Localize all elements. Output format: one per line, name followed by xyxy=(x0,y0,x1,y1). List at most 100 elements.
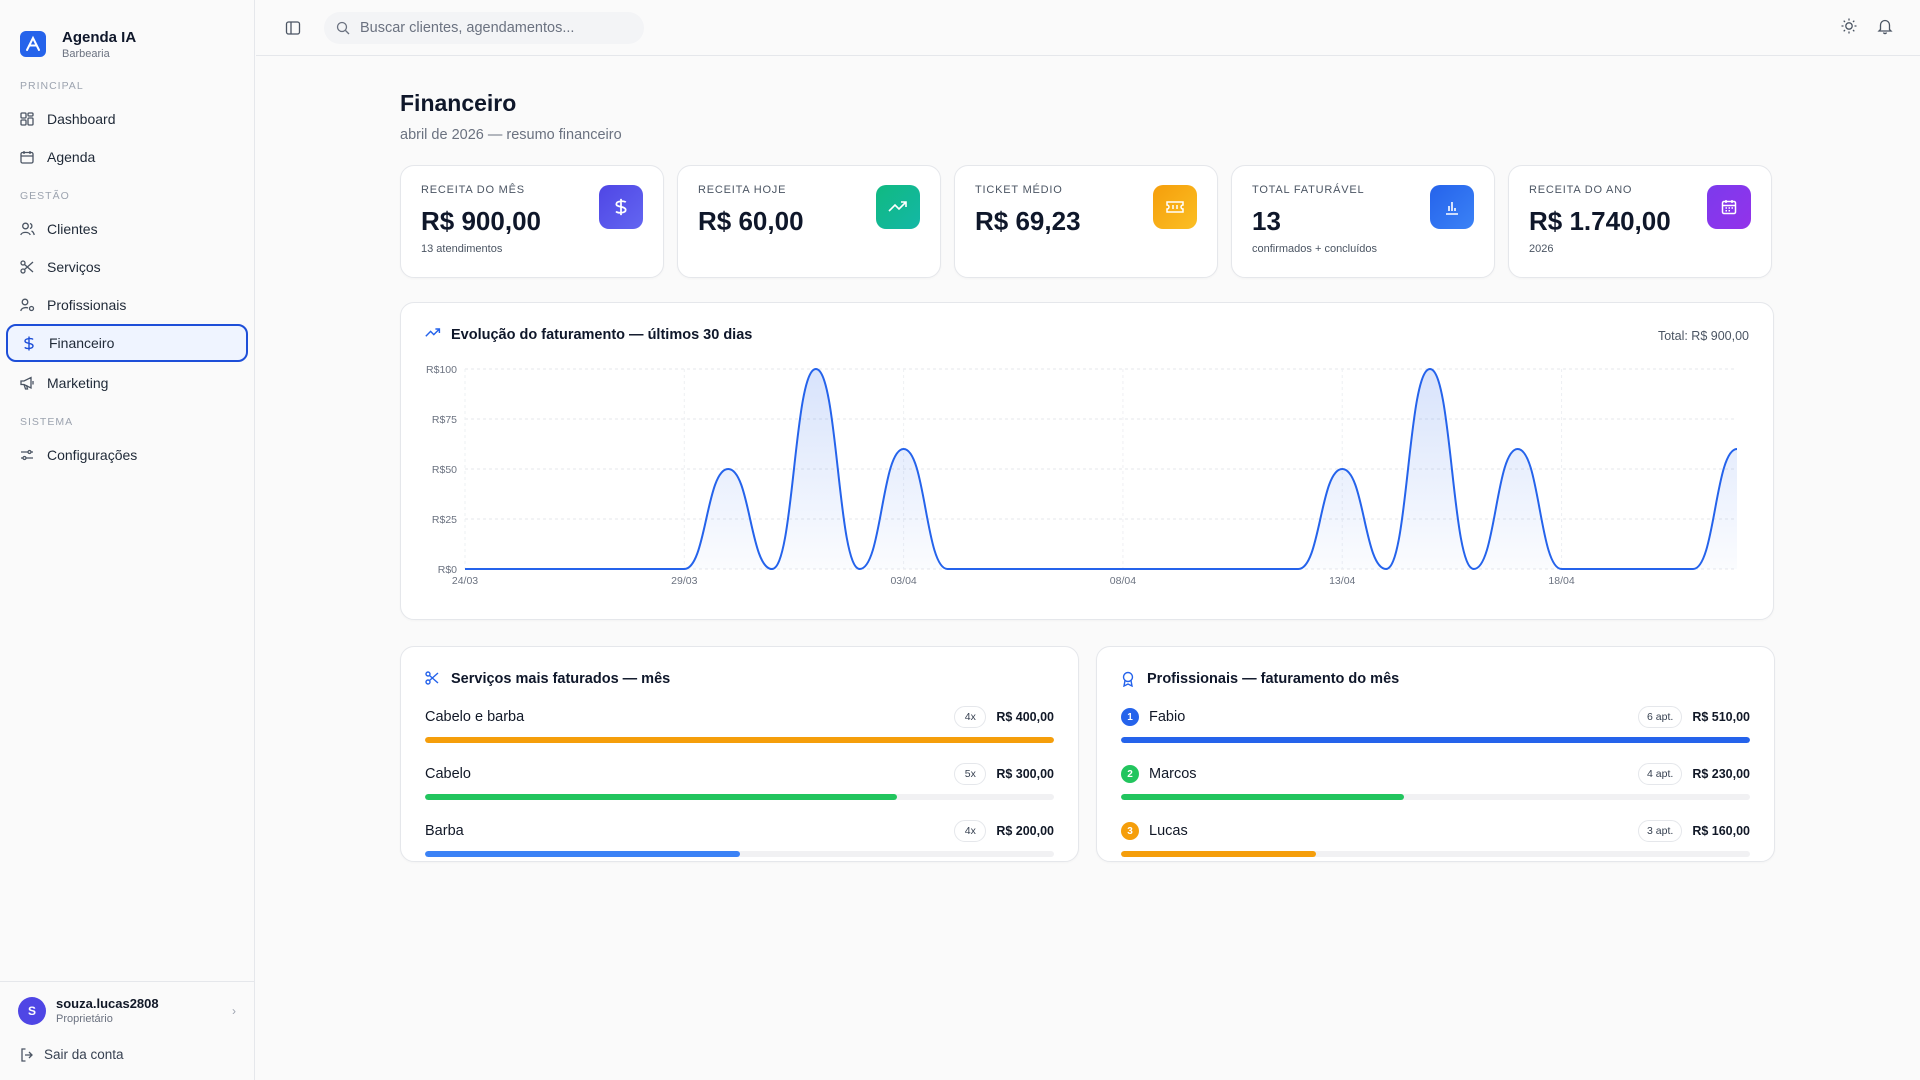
grid-icon xyxy=(19,111,35,127)
y-tick-label: R$100 xyxy=(426,364,457,376)
bell-icon[interactable] xyxy=(1876,17,1894,35)
sidebar-item-label: Marketing xyxy=(47,375,109,391)
stat-label: TICKET MÉDIO xyxy=(975,184,1063,196)
rank-badge: 2 xyxy=(1121,765,1139,783)
sidebar: Agenda IA Barbearia PRINCIPAL Dashboard … xyxy=(0,0,255,1080)
sidebar-item-label: Clientes xyxy=(47,221,98,237)
section-label-sistema: SISTEMA xyxy=(20,416,74,428)
award-icon xyxy=(1121,671,1137,688)
progress-fill xyxy=(1121,794,1405,800)
brand-subtitle: Barbearia xyxy=(62,47,110,60)
section-label-principal: PRINCIPAL xyxy=(20,80,84,92)
services-title: Serviços mais faturados — mês xyxy=(451,671,671,687)
stat-card-receita-mes: RECEITA DO MÊS R$ 900,00 13 atendimentos xyxy=(400,165,664,278)
top-services-card: Serviços mais faturados — mês Cabelo e b… xyxy=(400,646,1079,862)
progress-track xyxy=(1121,851,1750,857)
stat-value: R$ 60,00 xyxy=(698,206,804,236)
progress-track xyxy=(425,794,1054,800)
stat-card-receita-hoje: RECEITA HOJE R$ 60,00 xyxy=(677,165,941,278)
page-title: Financeiro xyxy=(400,90,517,116)
calendar-icon xyxy=(1707,185,1751,229)
x-tick-label: 24/03 xyxy=(452,575,478,587)
top-professionals-card: Profissionais — faturamento do mês 1 Fabi… xyxy=(1096,646,1775,862)
panel-left-icon xyxy=(285,20,301,35)
dollar-icon xyxy=(21,335,37,351)
search-bar[interactable] xyxy=(324,11,644,44)
series-area xyxy=(465,369,1737,569)
progress-fill xyxy=(1121,851,1316,857)
item-name: Cabelo xyxy=(425,766,471,782)
sidebar-item-profissionais[interactable]: Profissionais xyxy=(6,286,248,324)
stat-note: 13 atendimentos xyxy=(421,243,503,255)
users-icon xyxy=(19,221,35,237)
scissors-icon xyxy=(425,671,441,687)
stat-label: RECEITA DO ANO xyxy=(1529,184,1633,196)
progress-track xyxy=(1121,737,1750,743)
sidebar-item-dashboard[interactable]: Dashboard xyxy=(6,100,248,138)
stat-value: 13 xyxy=(1252,206,1281,236)
section-label-gestao: GESTÃO xyxy=(20,190,70,202)
scissors-icon xyxy=(19,259,35,275)
user-role: Proprietário xyxy=(56,1013,113,1025)
progress-track xyxy=(425,851,1054,857)
series-line xyxy=(464,367,1738,571)
progress-fill xyxy=(425,794,897,800)
list-item: 1 Fabio 6 apt. R$ 510,00 xyxy=(1121,703,1750,743)
avatar: S xyxy=(18,996,46,1025)
count-badge: 4x xyxy=(954,706,987,728)
item-value: R$ 160,00 xyxy=(1692,824,1750,838)
list-item: Cabelo 5x R$ 300,00 xyxy=(425,760,1054,800)
item-value: R$ 200,00 xyxy=(996,824,1054,838)
search-icon xyxy=(336,21,350,35)
list-item: Barba 4x R$ 200,00 xyxy=(425,817,1054,857)
count-badge: 4 apt. xyxy=(1638,763,1683,785)
search-input[interactable] xyxy=(360,19,620,36)
revenue-area-chart: R$0 R$25 R$50 R$75 R$100 24/03 29/03 03/04 08/04… xyxy=(426,364,1738,587)
calendar-icon xyxy=(19,149,35,165)
brand[interactable]: Agenda IA Barbearia xyxy=(0,0,254,70)
count-badge: 4x xyxy=(954,820,987,842)
sidebar-item-configuracoes[interactable]: Configurações xyxy=(6,436,248,474)
list-item: 2 Marcos 4 apt. R$ 230,00 xyxy=(1121,760,1750,800)
logout-label: Sair da conta xyxy=(44,1047,124,1062)
progress-track xyxy=(425,737,1054,743)
stat-value: R$ 900,00 xyxy=(421,206,541,236)
x-tick-label: 18/04 xyxy=(1548,575,1574,587)
rank-badge: 3 xyxy=(1121,822,1139,840)
stat-card-receita-ano: RECEITA DO ANO R$ 1.740,00 2026 xyxy=(1508,165,1772,278)
stat-label: TOTAL FATURÁVEL xyxy=(1252,184,1365,196)
sidebar-toggle-button[interactable] xyxy=(282,17,304,39)
item-name: Fabio xyxy=(1149,709,1186,725)
progress-fill xyxy=(1121,737,1750,743)
stat-label: RECEITA DO MÊS xyxy=(421,184,525,196)
progress-fill xyxy=(425,737,1054,743)
user-name: souza.lucas2808 xyxy=(56,996,159,1011)
logout-button[interactable]: Sair da conta xyxy=(0,1035,254,1080)
sidebar-item-label: Profissionais xyxy=(47,297,127,313)
count-badge: 6 apt. xyxy=(1638,706,1683,728)
sidebar-item-marketing[interactable]: Marketing xyxy=(6,364,248,402)
trending-up-icon xyxy=(425,327,441,343)
professionals-title: Profissionais — faturamento do mês xyxy=(1147,671,1400,687)
list-item: Cabelo e barba 4x R$ 400,00 xyxy=(425,703,1054,743)
sidebar-item-label: Configurações xyxy=(47,447,138,463)
stat-note: confirmados + concluídos xyxy=(1252,243,1378,255)
sidebar-item-agenda[interactable]: Agenda xyxy=(6,138,248,176)
sidebar-item-label: Dashboard xyxy=(47,111,116,127)
count-badge: 3 apt. xyxy=(1638,820,1683,842)
user-cog-icon xyxy=(19,297,35,313)
main-content: Financeiro abril de 2026 — resumo financ… xyxy=(400,56,1776,862)
megaphone-icon xyxy=(19,375,35,391)
chevron-right-icon: › xyxy=(232,1003,236,1018)
x-tick-label: 29/03 xyxy=(671,575,697,587)
count-badge: 5x xyxy=(954,763,987,785)
sidebar-item-financeiro[interactable]: Financeiro xyxy=(6,324,248,362)
stat-card-ticket-medio: TICKET MÉDIO R$ 69,23 xyxy=(954,165,1218,278)
user-menu[interactable]: S souza.lucas2808 Proprietário › xyxy=(0,982,254,1035)
brand-logo-icon xyxy=(20,31,46,57)
sidebar-item-servicos[interactable]: Serviços xyxy=(6,248,248,286)
bar-chart-icon xyxy=(1430,185,1474,229)
item-value: R$ 510,00 xyxy=(1692,710,1750,724)
sun-icon[interactable] xyxy=(1840,17,1858,35)
sidebar-item-clientes[interactable]: Clientes xyxy=(6,210,248,248)
